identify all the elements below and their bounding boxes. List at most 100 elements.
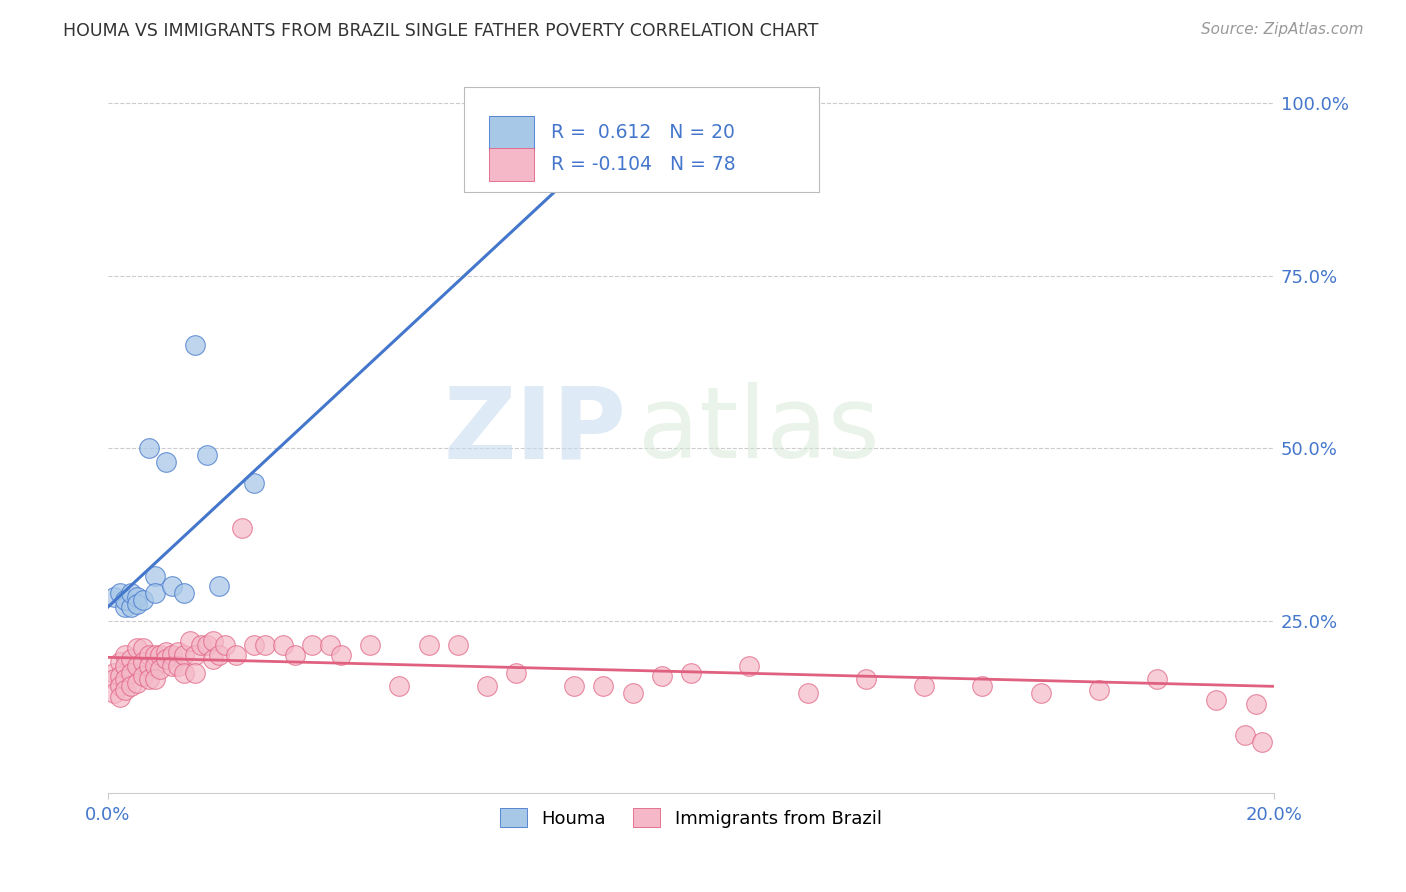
Point xyxy=(108,669,131,683)
Point xyxy=(318,638,340,652)
Point xyxy=(271,638,294,652)
Point xyxy=(108,679,131,693)
Point xyxy=(231,520,253,534)
Point xyxy=(155,651,177,665)
Point xyxy=(114,648,136,663)
Point xyxy=(225,648,247,663)
Point xyxy=(143,658,166,673)
Point xyxy=(127,658,149,673)
Point xyxy=(108,655,131,669)
Bar xyxy=(489,116,533,150)
Point xyxy=(855,673,877,687)
Point xyxy=(1146,673,1168,687)
Text: Source: ZipAtlas.com: Source: ZipAtlas.com xyxy=(1201,22,1364,37)
Point xyxy=(242,475,264,490)
Point xyxy=(418,638,440,652)
Point xyxy=(120,599,142,614)
Point xyxy=(173,586,195,600)
Point xyxy=(173,648,195,663)
Point xyxy=(184,665,207,680)
Point xyxy=(132,593,155,607)
Text: R = -0.104   N = 78: R = -0.104 N = 78 xyxy=(551,155,735,174)
Point xyxy=(160,658,183,673)
Point xyxy=(254,638,277,652)
Point xyxy=(143,673,166,687)
Point xyxy=(301,638,323,652)
Point xyxy=(912,679,935,693)
Point xyxy=(679,665,702,680)
Point xyxy=(447,638,470,652)
Point xyxy=(208,648,231,663)
Point xyxy=(138,648,160,663)
Point xyxy=(160,648,183,663)
Point xyxy=(195,638,218,652)
Point xyxy=(214,638,236,652)
Point xyxy=(127,590,149,604)
Point xyxy=(330,648,353,663)
Point xyxy=(184,648,207,663)
Text: ZIP: ZIP xyxy=(444,383,627,479)
Point xyxy=(242,638,264,652)
Point xyxy=(103,590,125,604)
Point xyxy=(167,645,190,659)
Text: HOUMA VS IMMIGRANTS FROM BRAZIL SINGLE FATHER POVERTY CORRELATION CHART: HOUMA VS IMMIGRANTS FROM BRAZIL SINGLE F… xyxy=(63,22,818,40)
Point xyxy=(592,679,614,693)
Point xyxy=(149,648,172,663)
Point xyxy=(138,673,160,687)
Point xyxy=(167,658,190,673)
Point xyxy=(114,593,136,607)
Point xyxy=(103,665,125,680)
Point xyxy=(127,676,149,690)
Point xyxy=(114,673,136,687)
Point xyxy=(201,634,224,648)
Point xyxy=(972,679,994,693)
Point xyxy=(120,651,142,665)
Bar xyxy=(489,148,533,181)
Point xyxy=(1029,686,1052,700)
Point xyxy=(120,586,142,600)
Point xyxy=(651,669,673,683)
Point xyxy=(114,658,136,673)
Point xyxy=(132,655,155,669)
Point xyxy=(127,641,149,656)
Point xyxy=(108,690,131,704)
Point xyxy=(132,669,155,683)
Point xyxy=(160,579,183,593)
Point xyxy=(114,682,136,697)
Point xyxy=(1205,693,1227,707)
Point xyxy=(1246,697,1268,711)
Point xyxy=(1088,682,1111,697)
Point xyxy=(621,686,644,700)
Point xyxy=(143,586,166,600)
FancyBboxPatch shape xyxy=(464,87,820,192)
Point xyxy=(1233,728,1256,742)
Point xyxy=(143,648,166,663)
Point xyxy=(738,658,761,673)
Point xyxy=(143,569,166,583)
Point xyxy=(127,597,149,611)
Point xyxy=(190,638,212,652)
Point xyxy=(120,679,142,693)
Point xyxy=(155,645,177,659)
Point xyxy=(103,673,125,687)
Point xyxy=(103,686,125,700)
Legend: Houma, Immigrants from Brazil: Houma, Immigrants from Brazil xyxy=(494,801,889,835)
Point xyxy=(184,337,207,351)
Point xyxy=(1251,734,1274,748)
Point xyxy=(149,662,172,676)
Point xyxy=(201,651,224,665)
Point xyxy=(388,679,411,693)
Point xyxy=(562,679,585,693)
Point xyxy=(475,679,498,693)
Point xyxy=(796,686,818,700)
Point xyxy=(138,658,160,673)
Point xyxy=(359,638,381,652)
Text: R =  0.612   N = 20: R = 0.612 N = 20 xyxy=(551,123,735,143)
Point xyxy=(173,665,195,680)
Point xyxy=(138,441,160,455)
Text: atlas: atlas xyxy=(638,383,880,479)
Point xyxy=(132,641,155,656)
Point xyxy=(120,665,142,680)
Point xyxy=(114,599,136,614)
Point xyxy=(638,96,661,111)
